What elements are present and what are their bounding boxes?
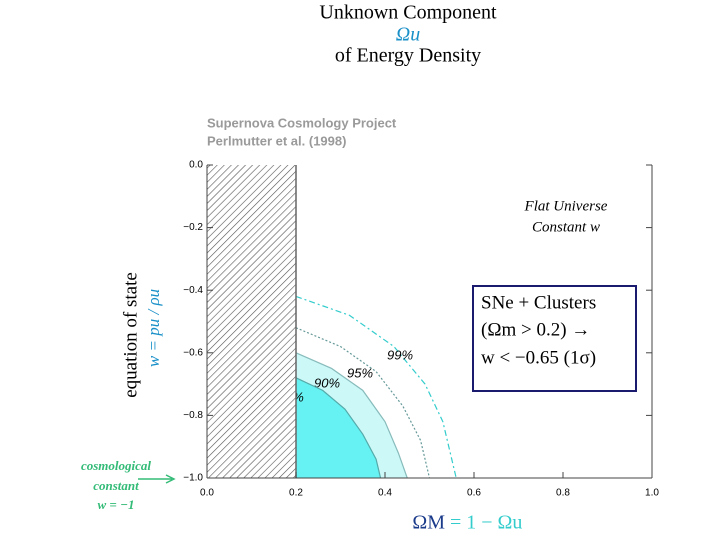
x-axis-formula: = 1 − Ωu bbox=[450, 512, 522, 534]
plot: 99% 95% 90%% 0.0 −0.2 −0.4 −0.6 −0.8 −1.0 0.0 0.2 0… bbox=[183, 160, 659, 499]
contour-label: 90% bbox=[314, 375, 340, 390]
box-text: w < −0.65 (1σ) bbox=[481, 347, 596, 368]
y-tick-label: −0.4 bbox=[183, 285, 203, 296]
contour-label: 99% bbox=[387, 347, 413, 362]
y-tick-label: −0.8 bbox=[183, 410, 203, 421]
result-box bbox=[472, 285, 637, 392]
box-text: SNe + Clusters bbox=[481, 292, 596, 313]
y-tick-label: −0.6 bbox=[183, 347, 203, 358]
contour-line bbox=[295, 295, 457, 479]
contour-label: 95% bbox=[347, 365, 373, 380]
contour-line bbox=[295, 327, 431, 479]
x-axis-label: ΩM bbox=[412, 512, 445, 534]
annotation: Flat Universe bbox=[524, 198, 608, 214]
x-tick-label: 0.2 bbox=[289, 488, 303, 499]
x-tick-label: 0.4 bbox=[378, 488, 392, 499]
y-axis-label: equation of state bbox=[120, 272, 141, 398]
contour-line bbox=[295, 377, 382, 479]
y-tick-label: −1.0 bbox=[183, 473, 203, 484]
confidence-fill bbox=[296, 377, 381, 478]
subtitle: Perlmutter et al. (1998) bbox=[207, 133, 346, 148]
y-axis-formula: w = pu / ρu bbox=[144, 289, 163, 367]
y-tick-label: −0.2 bbox=[183, 222, 203, 233]
y-tick-label: 0.0 bbox=[189, 160, 203, 171]
lambda-note: cosmological bbox=[81, 458, 151, 473]
contour-label: % bbox=[292, 389, 304, 404]
x-tick-label: 0.0 bbox=[200, 488, 214, 499]
x-tick-label: 0.6 bbox=[467, 488, 481, 499]
excluded-region bbox=[207, 165, 296, 478]
box-text: (Ωm > 0.2) → bbox=[481, 319, 590, 340]
lambda-note: constant bbox=[93, 478, 139, 493]
subtitle: Supernova Cosmology Project bbox=[207, 115, 397, 130]
title-symbol: Ωu bbox=[396, 24, 420, 46]
contour-line bbox=[295, 352, 408, 479]
lambda-note: w = −1 bbox=[98, 497, 135, 512]
title: Unknown Component bbox=[319, 2, 497, 24]
title-line: of Energy Density bbox=[335, 45, 481, 67]
annotation: Constant w bbox=[532, 219, 600, 235]
x-tick-label: 1.0 bbox=[645, 488, 659, 499]
lambda-arrow bbox=[138, 474, 176, 484]
x-tick-label: 0.8 bbox=[556, 488, 570, 499]
